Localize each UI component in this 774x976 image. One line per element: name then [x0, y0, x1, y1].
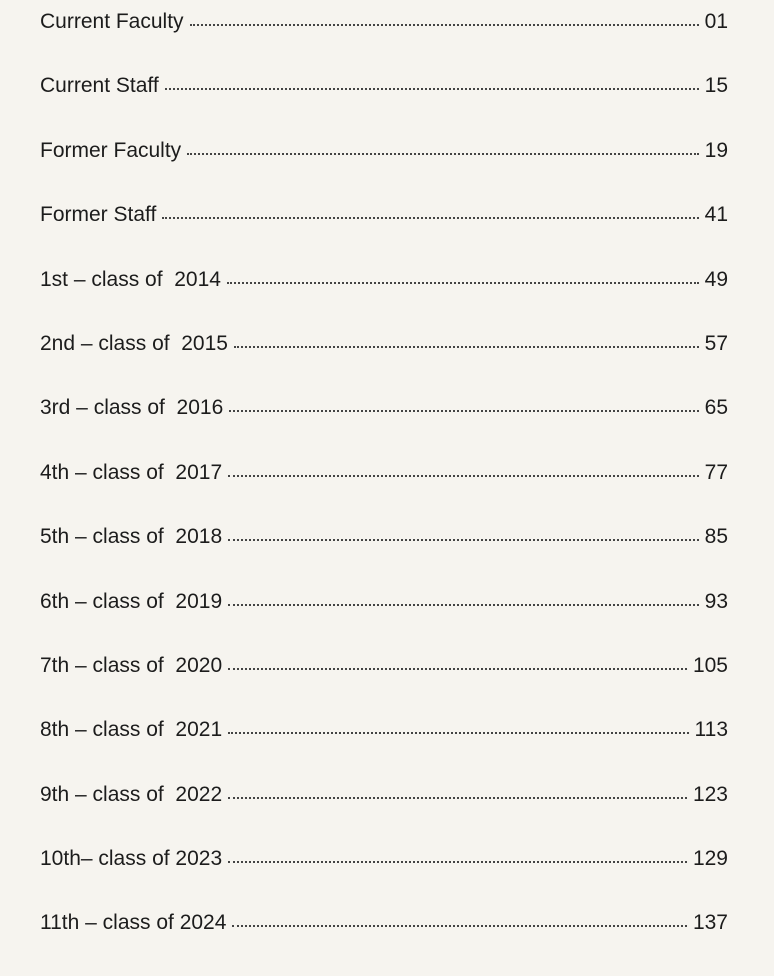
entry-label: 10th– class of 2023: [40, 847, 223, 871]
table-of-contents: Current Faculty 01 Current Staff 15 Former F…: [40, 10, 728, 976]
dot-leader: [187, 152, 699, 155]
page-number: 41: [704, 203, 728, 227]
page-number: 105: [692, 653, 728, 677]
entry-label: 7th – class of 2020: [40, 653, 223, 677]
entry-label: 2nd – class of 2015: [40, 331, 228, 355]
dot-leader: [226, 281, 699, 284]
toc-entry: 1st – class of 2014 49: [40, 268, 728, 332]
entry-label: 6th – class of 2019: [40, 589, 223, 613]
entry-label: 1st – class of 2014: [40, 267, 221, 291]
toc-entry: Current Staff 15: [40, 74, 728, 138]
entry-label: 11th – class of 2024: [40, 911, 227, 935]
entry-label: Current Faculty: [40, 10, 184, 33]
dot-leader: [189, 24, 699, 26]
page: {"toc": {"entries": [ {"label": "Current…: [40, 10, 728, 935]
toc-entry: Former Staff 41: [40, 203, 728, 267]
toc-entry: Current Faculty 01: [40, 10, 728, 74]
entry-label: 8th – class of 2021: [40, 718, 223, 742]
dot-leader: [228, 732, 689, 735]
page-number: 77: [704, 460, 728, 484]
toc-entry: 6th – class of 2019 93: [40, 590, 728, 654]
dot-leader: [228, 539, 699, 542]
toc-entry: 2nd – class of 2015 57: [40, 332, 728, 396]
entry-label: 9th – class of 2022: [40, 782, 223, 806]
entry-label: Former Faculty: [40, 138, 182, 162]
dot-leader: [162, 217, 699, 220]
page-number: 137: [692, 911, 728, 935]
page-number: 129: [692, 847, 728, 871]
page-number: 01: [704, 10, 728, 33]
entry-label: 4th – class of 2017: [40, 460, 223, 484]
page-number: 15: [704, 74, 728, 98]
entry-label: Former Staff: [40, 203, 157, 227]
toc-entry: Former Faculty 19: [40, 139, 728, 203]
toc-entry: 4th – class of 2017 77: [40, 461, 728, 525]
dot-leader: [228, 603, 699, 606]
dot-leader: [228, 474, 699, 477]
page-number: 57: [704, 331, 728, 355]
page-number: 123: [692, 782, 728, 806]
dot-leader: [229, 410, 699, 413]
page-number: 49: [704, 267, 728, 291]
toc-entry: 3rd – class of 2016 65: [40, 396, 728, 460]
entry-label: 5th – class of 2018: [40, 525, 223, 549]
dot-leader: [228, 667, 687, 670]
dot-leader: [233, 345, 699, 348]
page-number: 19: [704, 138, 728, 162]
toc-entry: 9th – class of 2022 123: [40, 783, 728, 847]
dot-leader: [228, 861, 687, 864]
entry-label: 3rd – class of 2016: [40, 396, 224, 420]
toc-entry: 7th – class of 2020 105: [40, 654, 728, 718]
page-number: 85: [704, 525, 728, 549]
toc-entry: 8th – class of 2021 113: [40, 718, 728, 782]
toc-entry: 10th– class of 2023 129: [40, 847, 728, 911]
page-number: 65: [704, 396, 728, 420]
dot-leader: [164, 88, 699, 91]
toc-entry: 11th – class of 2024 137: [40, 911, 728, 975]
dot-leader: [232, 925, 687, 928]
page-number: 93: [704, 589, 728, 613]
dot-leader: [228, 796, 687, 799]
entry-label: Current Staff: [40, 74, 159, 98]
page-number: 113: [694, 718, 728, 742]
toc-entry: 5th – class of 2018 85: [40, 525, 728, 589]
